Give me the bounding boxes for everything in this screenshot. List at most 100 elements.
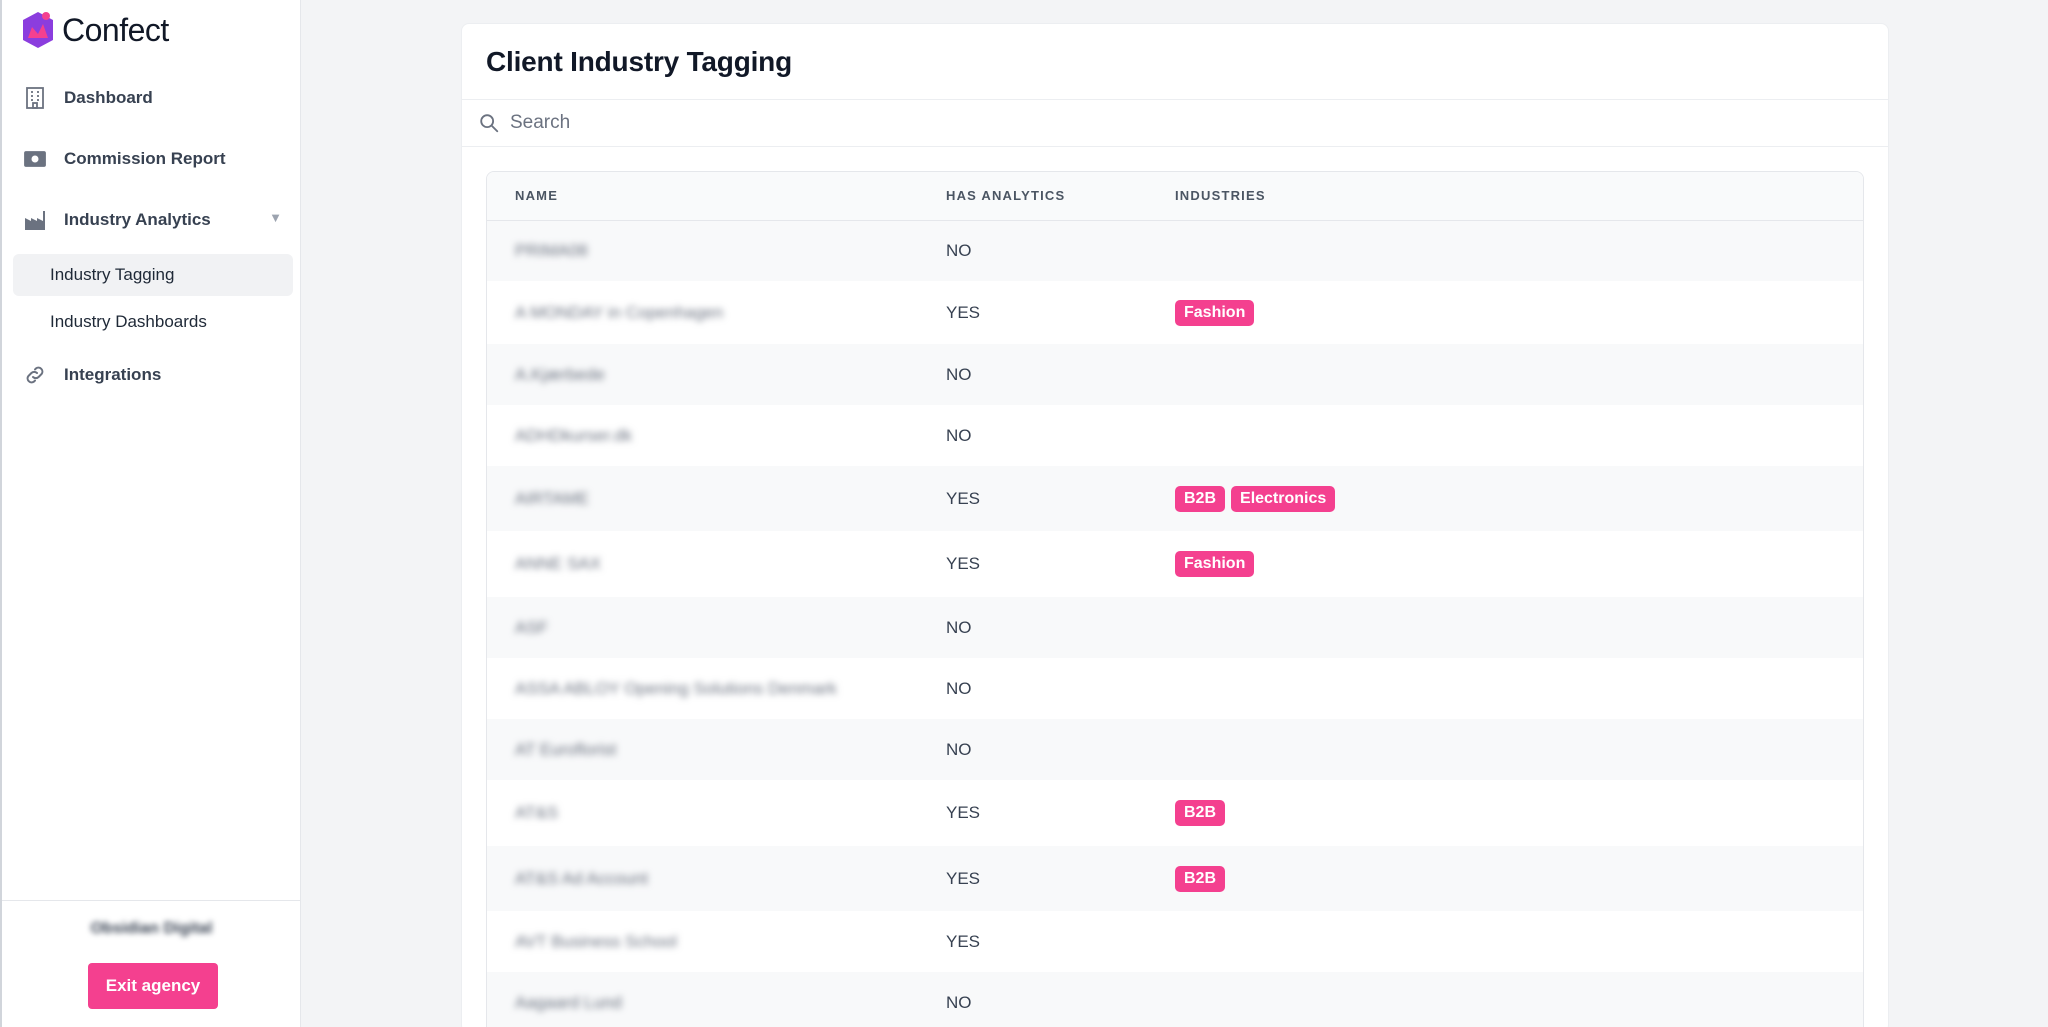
client-name-cell: ANNE SAX: [487, 531, 946, 597]
sidebar-footer: Obsidian Digital Exit agency: [2, 900, 301, 1027]
table-row[interactable]: A MONDAY in Copenhagen YES Fashion: [487, 281, 1863, 344]
industries-cell[interactable]: [1175, 719, 1863, 780]
sidebar: Confect Dashboard Commission Report: [0, 0, 301, 1027]
table-header-row: NAME HAS ANALYTICS INDUSTRIES: [487, 172, 1863, 221]
client-name-cell: ADHDkurser.dk: [487, 405, 946, 466]
client-name-cell: AT&S: [487, 780, 946, 846]
client-name: ASSA ABLOY Opening Solutions Denmark: [515, 678, 837, 698]
building-icon: [22, 85, 48, 111]
industries-cell[interactable]: B2B: [1175, 780, 1863, 846]
exit-agency-button[interactable]: Exit agency: [88, 963, 218, 1009]
industries-cell[interactable]: Fashion: [1175, 531, 1863, 597]
client-name: ANNE SAX: [515, 554, 601, 573]
industries-cell[interactable]: [1175, 911, 1863, 972]
table-row[interactable]: AT&S YES B2B: [487, 780, 1863, 846]
link-icon: [22, 362, 48, 388]
client-name-cell: A MONDAY in Copenhagen: [487, 281, 946, 344]
has-analytics-cell: YES: [946, 931, 981, 951]
industry-tag[interactable]: Fashion: [1175, 551, 1255, 577]
page-title: Client Industry Tagging: [486, 46, 792, 77]
search-input[interactable]: [510, 103, 1810, 143]
column-header-name[interactable]: NAME: [487, 172, 946, 221]
industry-tag[interactable]: B2B: [1175, 865, 1226, 892]
industry-tag[interactable]: Electronics: [1231, 485, 1336, 512]
logo[interactable]: Confect: [20, 8, 169, 52]
has-analytics-cell: YES: [946, 868, 981, 888]
sidebar-item-commission-report[interactable]: Commission Report: [22, 141, 292, 177]
table-row[interactable]: ASF NO: [487, 597, 1863, 658]
industries-cell[interactable]: B2B: [1175, 846, 1863, 911]
brand-name: Confect: [62, 11, 169, 48]
table-row[interactable]: A.Kjærbede NO: [487, 344, 1863, 405]
has-analytics-cell: YES: [946, 803, 981, 822]
has-analytics-cell: NO: [946, 678, 972, 698]
industry-tag[interactable]: B2B: [1175, 485, 1226, 512]
table-row[interactable]: AVT Business School YES: [487, 911, 1863, 972]
industries-cell[interactable]: [1175, 658, 1863, 719]
sidebar-item-industry-analytics[interactable]: Industry Analytics ▼: [22, 202, 292, 238]
table-row[interactable]: AT&S Ad Account YES B2B: [487, 846, 1863, 911]
client-name-cell: Aagaard Lund: [487, 972, 946, 1027]
sidebar-item-label: Integrations: [64, 365, 162, 384]
client-name: PRIMA08: [515, 240, 588, 260]
search-bar: [462, 99, 1888, 147]
sidebar-item-integrations[interactable]: Integrations: [22, 357, 292, 393]
column-header-industries[interactable]: INDUSTRIES: [1175, 172, 1863, 221]
has-analytics-cell: NO: [946, 240, 972, 260]
money-icon: [22, 146, 48, 172]
client-name-cell: AT Euroflorist: [487, 719, 946, 780]
caret-down-icon[interactable]: ▼: [269, 210, 282, 225]
client-name-cell: PRIMA08: [487, 220, 946, 281]
sidebar-item-label: Dashboard: [64, 88, 153, 107]
client-name-cell: ASSA ABLOY Opening Solutions Denmark: [487, 658, 946, 719]
client-name: Aagaard Lund: [515, 992, 622, 1012]
has-analytics-cell: YES: [946, 488, 981, 508]
table-row[interactable]: ANNE SAX YES Fashion: [487, 531, 1863, 597]
client-table: NAME HAS ANALYTICS INDUSTRIES PRIMA08 NO A…: [486, 171, 1864, 1027]
has-analytics-cell: YES: [946, 554, 981, 573]
client-name: A.Kjærbede: [515, 364, 605, 384]
client-name: A MONDAY in Copenhagen: [515, 302, 724, 322]
search-icon: [480, 114, 499, 133]
industries-cell[interactable]: [1175, 220, 1863, 281]
client-name: ASF: [515, 617, 549, 637]
factory-icon: [22, 207, 48, 233]
industries-cell[interactable]: [1175, 405, 1863, 466]
industries-cell[interactable]: B2B Electronics: [1175, 466, 1863, 531]
client-name: AIRTAME: [515, 488, 589, 508]
client-name: AT&S: [515, 803, 559, 822]
client-name-cell: A.Kjærbede: [487, 344, 946, 405]
industries-cell[interactable]: [1175, 344, 1863, 405]
confect-logo-icon: [23, 12, 53, 48]
client-name-cell: ASF: [487, 597, 946, 658]
has-analytics-cell: YES: [946, 302, 981, 322]
client-name: AT&S Ad Account: [515, 868, 648, 888]
client-name-cell: AIRTAME: [487, 466, 946, 531]
sidebar-item-label: Industry Analytics: [64, 210, 211, 229]
main-card: Client Industry Tagging NAME HAS ANALYTI…: [461, 23, 1889, 1027]
table-row[interactable]: Aagaard Lund NO: [487, 972, 1863, 1027]
sidebar-item-label: Commission Report: [64, 149, 226, 168]
table-row[interactable]: ASSA ABLOY Opening Solutions Denmark NO: [487, 658, 1863, 719]
industries-cell[interactable]: [1175, 597, 1863, 658]
table-row[interactable]: ADHDkurser.dk NO: [487, 405, 1863, 466]
sidebar-subitem-industry-dashboards[interactable]: Industry Dashboards: [13, 301, 293, 343]
industries-cell[interactable]: Fashion: [1175, 281, 1863, 344]
industry-tag[interactable]: B2B: [1175, 800, 1226, 826]
sidebar-subitem-industry-tagging[interactable]: Industry Tagging: [13, 254, 293, 296]
sidebar-subitem-label: Industry Dashboards: [50, 312, 207, 331]
industry-tag[interactable]: Fashion: [1175, 299, 1255, 326]
client-name-cell: AVT Business School: [487, 911, 946, 972]
client-name: AVT Business School: [515, 931, 677, 951]
industries-cell[interactable]: [1175, 972, 1863, 1027]
column-header-has-analytics[interactable]: HAS ANALYTICS: [946, 172, 1175, 221]
table-row[interactable]: AIRTAME YES B2B Electronics: [487, 466, 1863, 531]
client-name-cell: AT&S Ad Account: [487, 846, 946, 911]
table-row[interactable]: AT Euroflorist NO: [487, 719, 1863, 780]
has-analytics-cell: NO: [946, 364, 972, 384]
table-row[interactable]: PRIMA08 NO: [487, 220, 1863, 281]
agency-name: Obsidian Digital: [90, 920, 213, 937]
sidebar-item-dashboard[interactable]: Dashboard: [22, 80, 292, 116]
sidebar-subitem-label: Industry Tagging: [50, 265, 175, 284]
client-name: AT Euroflorist: [515, 739, 617, 759]
